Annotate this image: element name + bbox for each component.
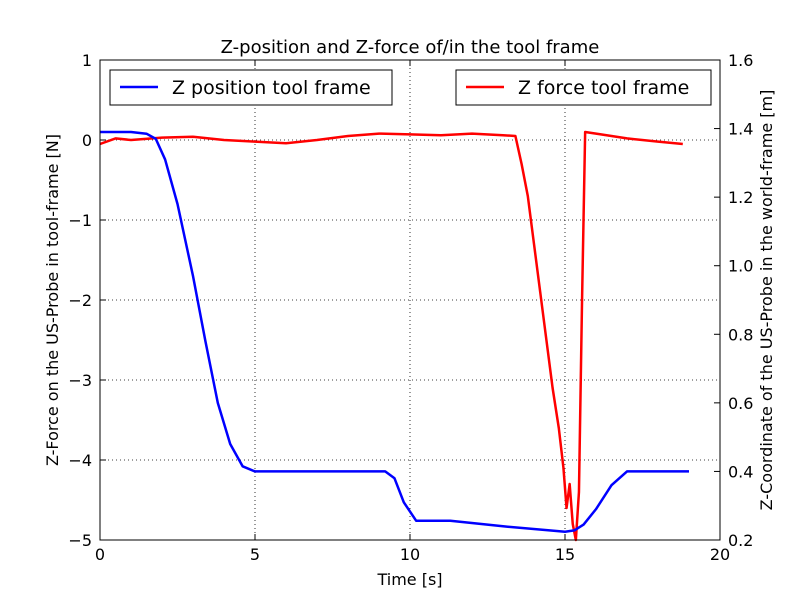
x-axis-label: Time [s] bbox=[376, 570, 442, 589]
y-axis-left-label: Z-Force on the US-Probe in tool-frame [N… bbox=[43, 134, 62, 466]
legend-position: Z position tool frame bbox=[109, 69, 393, 106]
legend-force-label: Z force tool frame bbox=[518, 77, 689, 99]
series-layer bbox=[99, 130, 689, 542]
y-left-tick-label: −4 bbox=[68, 451, 92, 470]
grid-lines bbox=[100, 60, 720, 540]
y-axis-right-label: Z-Coordinate of the US-Probe in the worl… bbox=[757, 90, 776, 511]
x-tick-label: 5 bbox=[250, 545, 260, 564]
y-left-tick-label: −3 bbox=[68, 371, 92, 390]
y-right-tick-label: 1.6 bbox=[728, 51, 753, 70]
series-line-z-position bbox=[100, 130, 689, 534]
x-tick-label: 15 bbox=[555, 545, 575, 564]
chart-title: Z-position and Z-force of/in the tool fr… bbox=[221, 37, 600, 58]
y-right-tick-label: 0.4 bbox=[728, 462, 753, 481]
series-line-z-force bbox=[99, 130, 683, 542]
y-left-tick-label: 1 bbox=[82, 51, 92, 70]
y-left-tick-label: −5 bbox=[68, 531, 92, 550]
x-tick-label: 10 bbox=[400, 545, 420, 564]
x-tick-label: 20 bbox=[710, 545, 730, 564]
y-right-tick-label: 0.6 bbox=[728, 394, 753, 413]
x-tick-label: 0 bbox=[95, 545, 105, 564]
y-left-tick-label: −1 bbox=[68, 211, 92, 230]
y-right-tick-label: 1.0 bbox=[728, 257, 753, 276]
y-right-tick-label: 1.4 bbox=[728, 120, 753, 139]
y-left-tick-label: −2 bbox=[68, 291, 92, 310]
y-right-tick-label: 0.2 bbox=[728, 531, 753, 550]
ticks: 0 5 10 15 20 −5 −4 −3 −2 −1 0 1 0.2 0.4 0.6 0.8 1.0 1.2 1.… bbox=[68, 51, 753, 564]
y-right-tick-label: 0.8 bbox=[728, 325, 753, 344]
y-left-tick-label: 0 bbox=[82, 131, 92, 150]
legend-position-label: Z position tool frame bbox=[172, 77, 371, 99]
y-right-tick-label: 1.2 bbox=[728, 188, 753, 207]
legend-force: Z force tool frame bbox=[455, 69, 712, 106]
